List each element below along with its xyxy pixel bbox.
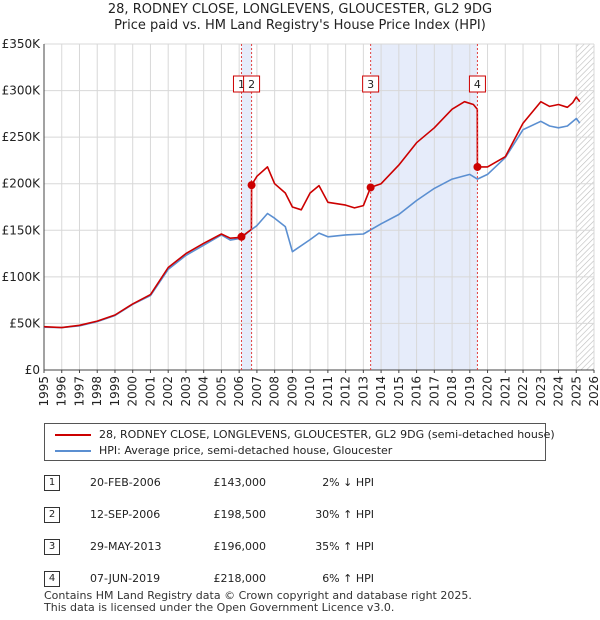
table-row: 2 12-SEP-2006 £198,500 30% ↑ HPI: [44, 506, 564, 526]
marker-label: 1: [238, 78, 245, 91]
x-tick-label: 2012: [339, 376, 353, 407]
y-tick-label: £250K: [2, 130, 42, 144]
transaction-price: £196,000: [213, 540, 267, 553]
legend-swatch-property: [55, 434, 91, 436]
x-tick-label: 2014: [374, 376, 388, 407]
transaction-date: 29-MAY-2013: [90, 540, 162, 553]
x-tick-label: 2023: [534, 376, 548, 407]
x-tick-label: 2005: [214, 376, 228, 407]
shaded-period: [370, 44, 478, 370]
table-row: 1 20-FEB-2006 £143,000 2% ↓ HPI: [44, 474, 564, 494]
transaction-number: 2: [44, 507, 60, 523]
x-tick-label: 2019: [463, 376, 477, 407]
transaction-hpi: 30% ↑ HPI: [315, 508, 374, 521]
legend-label-hpi: HPI: Average price, semi-detached house,…: [99, 444, 393, 457]
x-tick-label: 2010: [303, 376, 317, 407]
y-tick-label: £100K: [2, 270, 42, 284]
y-tick-label: £200K: [2, 177, 42, 191]
transaction-point: [366, 183, 375, 192]
transaction-price: £143,000: [213, 476, 267, 489]
x-tick-label: 1999: [108, 376, 122, 407]
x-tick-label: 1995: [37, 376, 51, 407]
transaction-point: [237, 232, 246, 241]
transaction-number: 1: [44, 475, 60, 491]
plot-area: [44, 44, 594, 370]
x-tick-label: 2021: [498, 376, 512, 407]
footer: Contains HM Land Registry data © Crown c…: [44, 590, 472, 614]
x-tick-label: 2000: [126, 376, 140, 407]
footer-licence: This data is licensed under the Open Gov…: [44, 601, 395, 614]
y-tick-label: £350K: [2, 37, 42, 51]
x-tick-label: 2016: [410, 376, 424, 407]
x-tick-label: 2025: [569, 376, 583, 407]
y-tick-label: £150K: [2, 223, 42, 237]
y-tick-label: £300K: [2, 84, 42, 98]
table-row: 4 07-JUN-2019 £218,000 6% ↑ HPI: [44, 570, 564, 590]
title-line-2: Price paid vs. HM Land Registry's House …: [114, 18, 486, 33]
x-tick-label: 2015: [392, 376, 406, 407]
x-tick-label: 2006: [232, 376, 246, 407]
marker-box: [243, 75, 261, 93]
x-tick-label: 1997: [72, 376, 86, 407]
x-tick-label: 2013: [356, 376, 370, 407]
property-price-line: [43, 96, 581, 329]
legend-label-property: 28, RODNEY CLOSE, LONGLEVENS, GLOUCESTER…: [99, 428, 555, 441]
y-tick-label: £0: [25, 363, 40, 377]
x-tick-label: 2008: [268, 376, 282, 407]
transaction-price: £218,000: [213, 572, 267, 585]
legend-swatch-hpi: [55, 450, 91, 452]
x-tick-label: 2026: [587, 376, 600, 407]
x-tick-label: 2022: [516, 376, 530, 407]
transaction-date: 20-FEB-2006: [90, 476, 161, 489]
transaction-number: 4: [44, 571, 60, 587]
price-chart: £0 £50K £100K £150K £200K £250K £300K £350K 1995…: [2, 37, 600, 407]
x-tick-label: 2003: [179, 376, 193, 407]
transaction-date: 07-JUN-2019: [90, 572, 161, 585]
x-tick-label: 1998: [90, 376, 104, 407]
table-row: 3 29-MAY-2013 £196,000 35% ↑ HPI: [44, 538, 564, 558]
x-tick-label: 2001: [143, 376, 157, 407]
marker-label: 2: [248, 78, 255, 91]
y-tick-label: £50K: [9, 316, 41, 330]
transaction-price: £198,500: [213, 508, 267, 521]
x-tick-label: 2017: [427, 376, 441, 407]
transaction-point: [247, 181, 256, 190]
forecast-hatch: [576, 44, 594, 370]
legend: 28, RODNEY CLOSE, LONGLEVENS, GLOUCESTER…: [44, 423, 555, 461]
x-tick-label: 2004: [197, 376, 211, 407]
x-tick-label: 2018: [445, 376, 459, 407]
chart-title: 28, RODNEY CLOSE, LONGLEVENS, GLOUCESTER…: [0, 2, 600, 34]
x-tick-label: 2002: [161, 376, 175, 407]
shaded-period: [241, 44, 252, 370]
transaction-hpi: 35% ↑ HPI: [315, 540, 374, 553]
transaction-number: 3: [44, 539, 60, 555]
title-line-1: 28, RODNEY CLOSE, LONGLEVENS, GLOUCESTER…: [107, 2, 493, 17]
marker-label: 3: [367, 78, 374, 91]
marker-label: 4: [474, 78, 481, 91]
x-tick-label: 2024: [552, 376, 566, 407]
x-tick-label: 2020: [481, 376, 495, 407]
marker-box: [362, 75, 380, 93]
transaction-hpi: 6% ↑ HPI: [322, 572, 374, 585]
x-tick-label: 2007: [250, 376, 264, 407]
footer-copyright: Contains HM Land Registry data © Crown c…: [44, 589, 472, 602]
transaction-point: [473, 162, 482, 171]
x-tick-label: 2011: [321, 376, 335, 407]
transaction-date: 12-SEP-2006: [90, 508, 161, 521]
transaction-hpi: 2% ↓ HPI: [322, 476, 374, 489]
x-tick-label: 2009: [285, 376, 299, 407]
x-tick-label: 1996: [55, 376, 69, 407]
marker-box: [468, 75, 486, 93]
